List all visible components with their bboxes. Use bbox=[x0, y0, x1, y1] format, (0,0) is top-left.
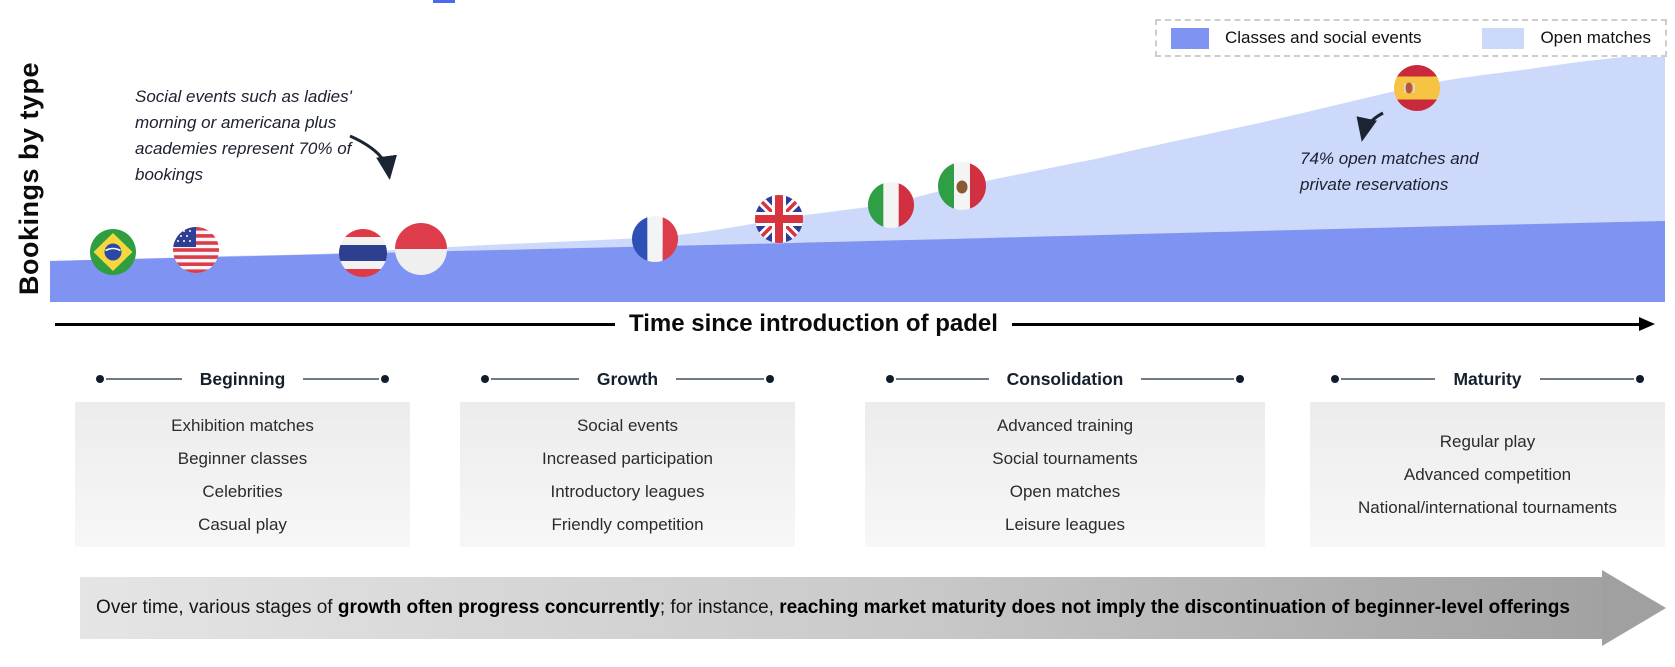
x-axis: Time since introduction of padel bbox=[55, 310, 1655, 338]
stage-item: Regular play bbox=[1439, 432, 1536, 451]
legend-label-open-matches: Open matches bbox=[1540, 28, 1651, 47]
stage-box-maturity: Regular play Advanced competition Nation… bbox=[1310, 402, 1665, 547]
stage-box-growth: Social events Increased participation In… bbox=[460, 402, 795, 547]
legend-label-classes: Classes and social events bbox=[1225, 28, 1422, 47]
x-axis-line-right bbox=[1011, 322, 1639, 326]
flag-thailand-icon bbox=[339, 229, 387, 277]
annotation-arrow-right bbox=[1356, 111, 1384, 142]
bottom-banner-arrow: Over time, various stages of growth ofte… bbox=[80, 570, 1666, 646]
legend-swatch-open-matches bbox=[1482, 27, 1525, 49]
x-axis-label: Time since introduction of padel bbox=[629, 310, 998, 337]
dot-icon bbox=[96, 375, 104, 383]
dot-icon bbox=[381, 375, 390, 383]
stage-header-growth: Growth bbox=[460, 368, 795, 389]
stage-label: Growth bbox=[596, 368, 659, 389]
stage-item: Open matches bbox=[1009, 481, 1121, 501]
header-line bbox=[491, 378, 579, 380]
stage-label: Consolidation bbox=[1006, 368, 1124, 389]
stage-header-maturity: Maturity bbox=[1310, 368, 1665, 389]
stage-item: Advanced training bbox=[996, 415, 1134, 435]
stage-box-consolidation: Advanced training Social tournaments Ope… bbox=[865, 402, 1265, 547]
annotation-arrow-left bbox=[349, 134, 397, 180]
header-line bbox=[896, 378, 989, 380]
stage-item: Beginner classes bbox=[177, 448, 308, 468]
header-line bbox=[1341, 378, 1436, 380]
stage-item: Exhibition matches bbox=[171, 415, 314, 435]
stage-label: Maturity bbox=[1453, 368, 1522, 389]
flag-usa-icon bbox=[173, 227, 219, 273]
header-line bbox=[676, 378, 764, 380]
annotation-open-matches: 74% open matches and private reservation… bbox=[1300, 149, 1479, 194]
banner-text: Over time, various stages of growth ofte… bbox=[96, 597, 1570, 618]
stage-item: Casual play bbox=[198, 514, 287, 534]
stage-item: Increased participation bbox=[541, 448, 714, 468]
stage-header-consolidation: Consolidation bbox=[865, 368, 1265, 389]
stage-item: Friendly competition bbox=[551, 514, 704, 534]
flag-mexico-icon bbox=[938, 162, 986, 210]
dot-icon bbox=[766, 375, 774, 383]
flag-uk-icon bbox=[755, 195, 803, 243]
dot-icon bbox=[1331, 375, 1339, 383]
stage-item: Celebrities bbox=[202, 481, 283, 501]
header-line bbox=[1141, 378, 1234, 380]
stage-item: Social tournaments bbox=[992, 448, 1138, 468]
legend-swatch-classes bbox=[1171, 27, 1209, 49]
stage-item: Advanced competition bbox=[1403, 465, 1572, 484]
stage-item: Introductory leagues bbox=[550, 481, 705, 501]
annotation-social-events: Social events such as ladies' morning or… bbox=[135, 87, 352, 184]
dot-icon bbox=[1236, 375, 1244, 383]
stage-item: Social events bbox=[576, 415, 679, 435]
stage-header-beginning: Beginning bbox=[75, 368, 410, 389]
banner-arrowhead-icon bbox=[1602, 570, 1666, 646]
x-axis-line-left bbox=[55, 322, 615, 326]
title-underline-fragment bbox=[433, 0, 455, 3]
classes-social-area bbox=[50, 221, 1665, 302]
stage-item: National/international tournaments bbox=[1358, 498, 1617, 517]
flag-france-icon bbox=[632, 216, 678, 262]
header-line bbox=[1539, 378, 1634, 380]
flag-indonesia-icon bbox=[395, 223, 447, 275]
stage-item: Leisure leagues bbox=[1004, 514, 1126, 534]
dot-icon bbox=[886, 375, 894, 383]
y-axis-label: Bookings by type bbox=[14, 61, 44, 295]
header-line bbox=[106, 378, 182, 380]
flag-italy-icon bbox=[868, 182, 914, 228]
flag-spain-icon bbox=[1394, 65, 1440, 111]
header-line bbox=[303, 378, 380, 380]
flag-brazil-icon bbox=[90, 229, 136, 275]
dot-icon bbox=[481, 375, 489, 383]
banner-body bbox=[80, 577, 1602, 639]
stage-label: Beginning bbox=[199, 368, 286, 389]
x-axis-arrowhead-icon bbox=[1639, 317, 1655, 331]
dot-icon bbox=[1636, 375, 1644, 383]
area-chart bbox=[50, 53, 1665, 302]
stage-box-beginning: Exhibition matches Beginner classes Cele… bbox=[75, 402, 410, 547]
chart-legend: Classes and social events Open matches bbox=[1155, 19, 1667, 57]
